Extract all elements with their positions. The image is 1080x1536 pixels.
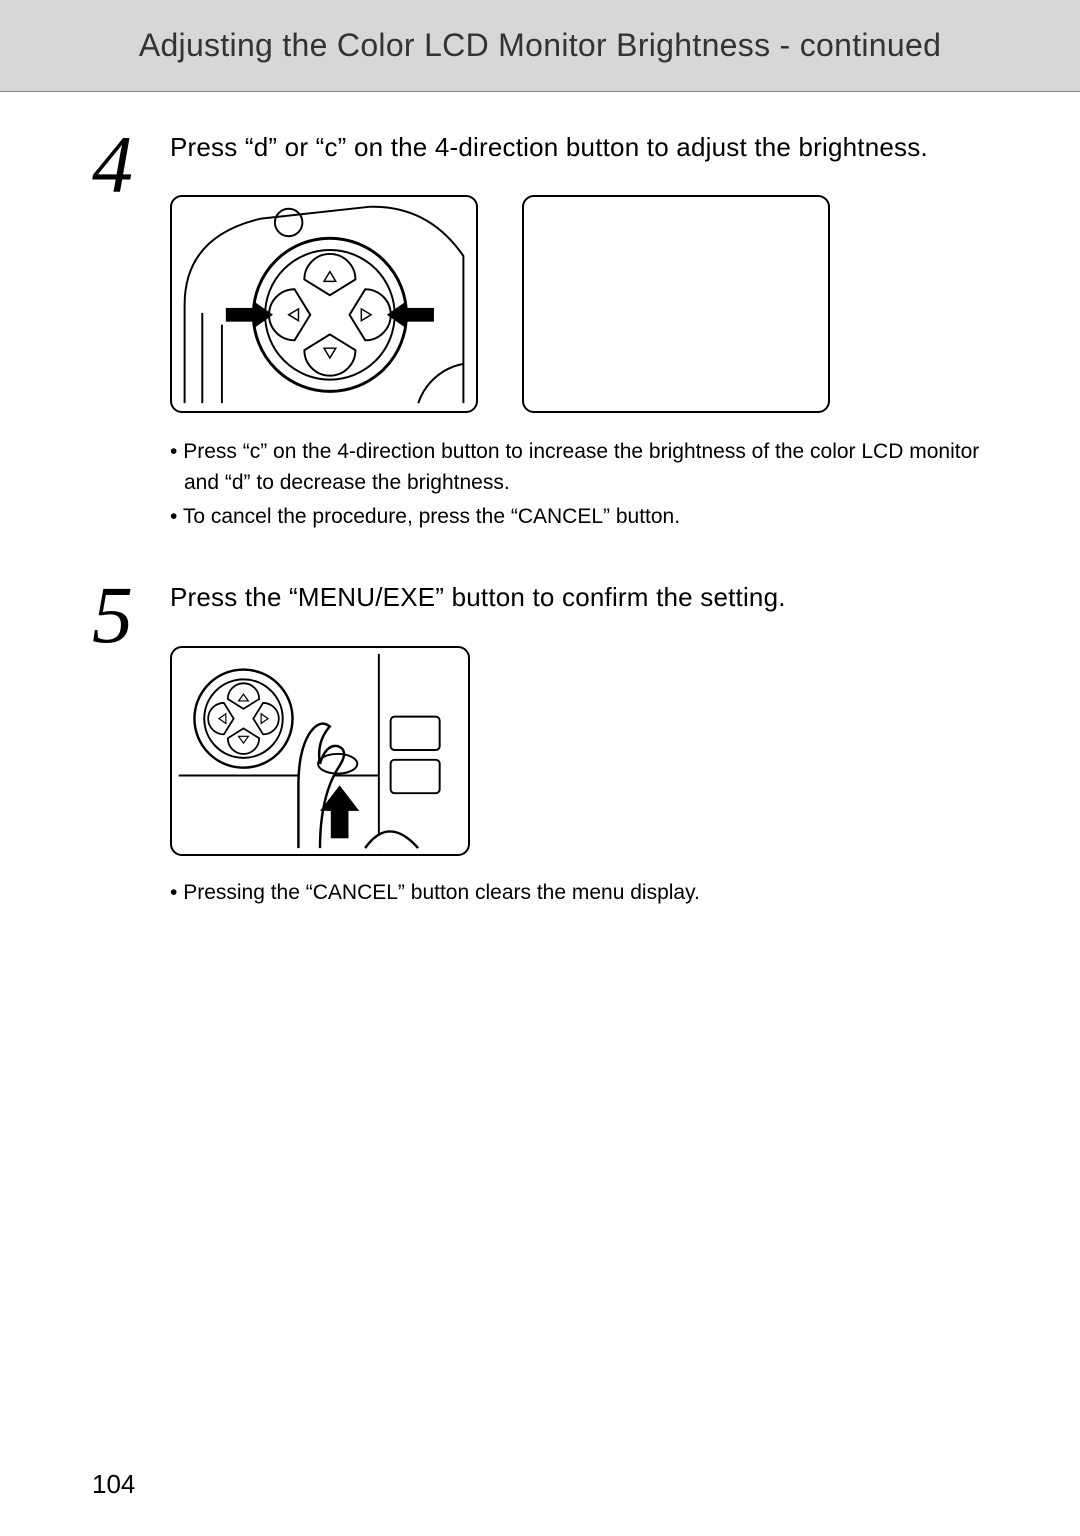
step-5-text: Press the “MENU/EXE” button to confirm t… (170, 580, 988, 615)
step-4-body: Press “d” or “c” on the 4-direction butt… (170, 126, 988, 536)
step-4-bullets: Press “c” on the 4-direction button to i… (170, 437, 988, 532)
step-number-4: 4 (92, 126, 170, 536)
page-number: 104 (92, 1469, 135, 1500)
bullet: To cancel the procedure, press the “CANC… (170, 502, 988, 532)
step-4: 4 Press “d” or “c” on the 4-direction bu… (92, 126, 988, 536)
step-4-text: Press “d” or “c” on the 4-direction butt… (170, 130, 988, 165)
direction-pad-icon (172, 197, 476, 411)
menu-exe-press-icon (172, 648, 468, 854)
page-header: Adjusting the Color LCD Monitor Brightne… (0, 0, 1080, 92)
step-5-body: Press the “MENU/EXE” button to confirm t… (170, 576, 988, 912)
figure-menu-exe-press (170, 646, 470, 856)
page-title: Adjusting the Color LCD Monitor Brightne… (139, 27, 941, 64)
bullet: Press “c” on the 4-direction button to i… (170, 437, 988, 498)
content: 4 Press “d” or “c” on the 4-direction bu… (0, 92, 1080, 912)
step-4-figures (170, 195, 988, 413)
step-5-bullets: Pressing the “CANCEL” button clears the … (170, 878, 988, 908)
step-5: 5 Press the “MENU/EXE” button to confirm… (92, 576, 988, 912)
figure-direction-pad (170, 195, 478, 413)
figure-lcd-preview (522, 195, 830, 413)
step-number-5: 5 (92, 576, 170, 912)
bullet: Pressing the “CANCEL” button clears the … (170, 878, 988, 908)
